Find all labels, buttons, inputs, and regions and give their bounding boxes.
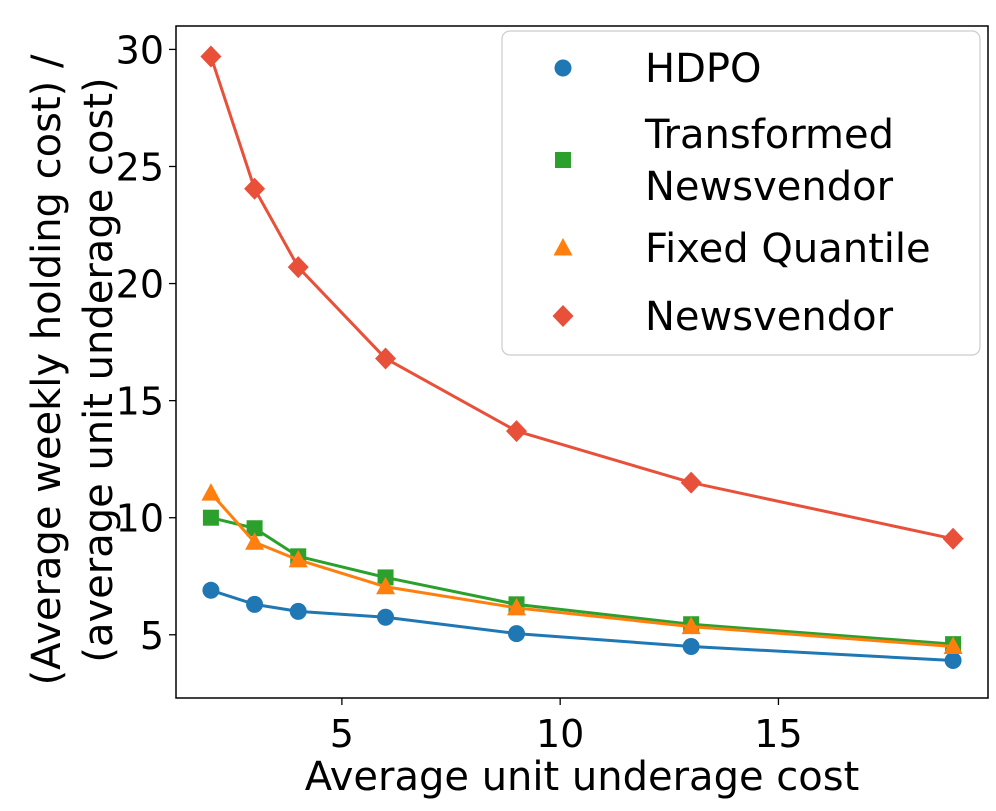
legend-marker-hdpo <box>554 59 572 77</box>
series-hdpo <box>202 581 962 670</box>
data-point-hdpo <box>202 581 220 599</box>
y-tick-label: 20 <box>116 263 164 307</box>
legend-marker-fixed-quantile <box>553 238 573 256</box>
data-point-newsvendor <box>942 527 964 550</box>
legend-label-newsvendor: Newsvendor <box>645 294 894 340</box>
series-newsvendor <box>200 45 964 550</box>
data-point-hdpo <box>508 625 526 643</box>
data-point-transformed-newsvendor <box>202 509 219 526</box>
legend-label-hdpo: HDPO <box>645 46 761 92</box>
y-axis-title-line-1: (Average weekly holding cost) / <box>24 54 70 685</box>
plot-frame <box>175 25 989 699</box>
data-point-hdpo <box>944 652 962 670</box>
x-tick-label: 5 <box>330 712 354 756</box>
y-tick-label: 30 <box>116 28 164 72</box>
x-tick-label: 15 <box>754 712 802 756</box>
legend-box <box>501 30 981 356</box>
series-layer <box>200 45 964 670</box>
data-point-newsvendor <box>244 177 266 200</box>
x-tick-label: 10 <box>536 712 584 756</box>
legend: HDPO Transformed Newsvendor Fixed Quantile N… <box>501 30 981 356</box>
x-axis-title: Average unit underage cost <box>305 754 860 800</box>
data-point-hdpo <box>289 602 307 620</box>
legend-label-transformed-newsvendor: Newsvendor <box>645 164 894 210</box>
y-axis-title-line-2: (average unit underage cost) <box>76 77 122 662</box>
data-point-fixed-quantile <box>245 532 265 550</box>
series-fixed-quantile <box>201 483 963 654</box>
y-tick-label: 15 <box>116 380 164 424</box>
data-point-newsvendor <box>680 471 702 494</box>
legend-marker-transformed-newsvendor <box>555 152 571 168</box>
data-point-fixed-quantile <box>943 636 963 654</box>
data-point-transformed-newsvendor <box>246 520 263 537</box>
y-tick-label: 10 <box>116 497 164 541</box>
data-point-fixed-quantile <box>201 483 221 501</box>
ticks-layer: 5 10 15 5 10 15 20 25 30 <box>116 28 803 756</box>
data-point-fixed-quantile <box>507 597 527 616</box>
data-point-newsvendor <box>287 256 309 279</box>
data-point-hdpo <box>377 608 395 626</box>
data-point-newsvendor <box>375 347 397 370</box>
legend-label-transformed-newsvendor: Transformed <box>644 112 894 158</box>
data-point-newsvendor <box>200 45 222 68</box>
y-tick-label: 25 <box>116 145 164 189</box>
legend-label-fixed-quantile: Fixed Quantile <box>645 226 931 272</box>
data-point-newsvendor <box>506 420 528 443</box>
data-point-hdpo <box>682 637 700 655</box>
legend-marker-newsvendor <box>552 305 574 327</box>
data-point-hdpo <box>246 595 264 613</box>
data-point-fixed-quantile <box>376 576 396 595</box>
data-point-fixed-quantile <box>288 549 308 568</box>
y-tick-label: 5 <box>140 614 164 658</box>
data-point-fixed-quantile <box>681 616 701 635</box>
